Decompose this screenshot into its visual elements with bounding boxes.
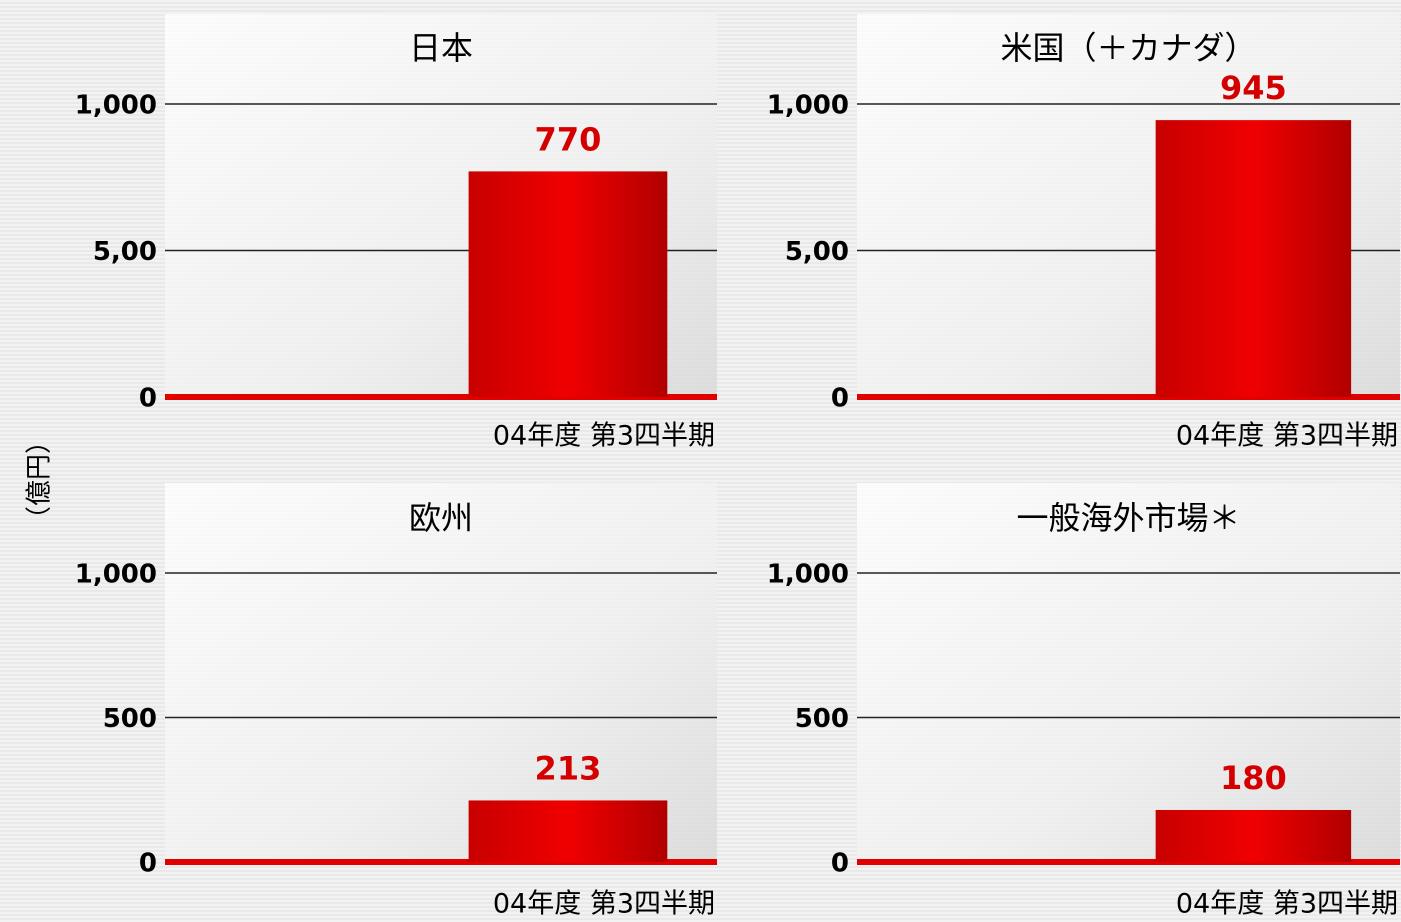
y-tick-label: 5,00	[93, 237, 157, 267]
x-tick-label: 04年度 第3四半期	[1176, 421, 1398, 452]
chart-title: 日本	[409, 29, 473, 67]
value-label: 213	[535, 749, 602, 787]
chart-title: 欧州	[409, 499, 473, 537]
value-label: 180	[1220, 759, 1287, 797]
y-tick-label: 0	[139, 384, 157, 414]
value-label: 770	[535, 120, 602, 158]
x-tick-label: 04年度 第3四半期	[1176, 889, 1398, 920]
x-tick-label: 04年度 第3四半期	[493, 889, 715, 920]
panel-background	[857, 483, 1400, 862]
x-tick-label: 04年度 第3四半期	[493, 421, 715, 452]
bar	[1155, 809, 1352, 862]
bar	[468, 171, 668, 397]
y-tick-label: 1,000	[75, 560, 157, 590]
y-tick-label: 500	[795, 704, 849, 734]
bar	[468, 800, 668, 862]
y-tick-label: 1,000	[767, 91, 849, 121]
chart-title: 一般海外市場＊	[1016, 499, 1240, 537]
y-tick-label: 500	[103, 704, 157, 734]
chart-title: 米国（＋カナダ）	[1000, 29, 1256, 67]
y-tick-label: 5,00	[785, 237, 849, 267]
panel-background	[165, 483, 717, 862]
y-axis-label: （億円）	[25, 428, 55, 532]
y-tick-label: 0	[139, 849, 157, 879]
y-tick-label: 1,000	[75, 91, 157, 121]
y-tick-label: 0	[831, 384, 849, 414]
y-tick-label: 0	[831, 849, 849, 879]
y-tick-label: 1,000	[767, 560, 849, 590]
bar	[1155, 120, 1352, 398]
value-label: 945	[1220, 69, 1287, 107]
